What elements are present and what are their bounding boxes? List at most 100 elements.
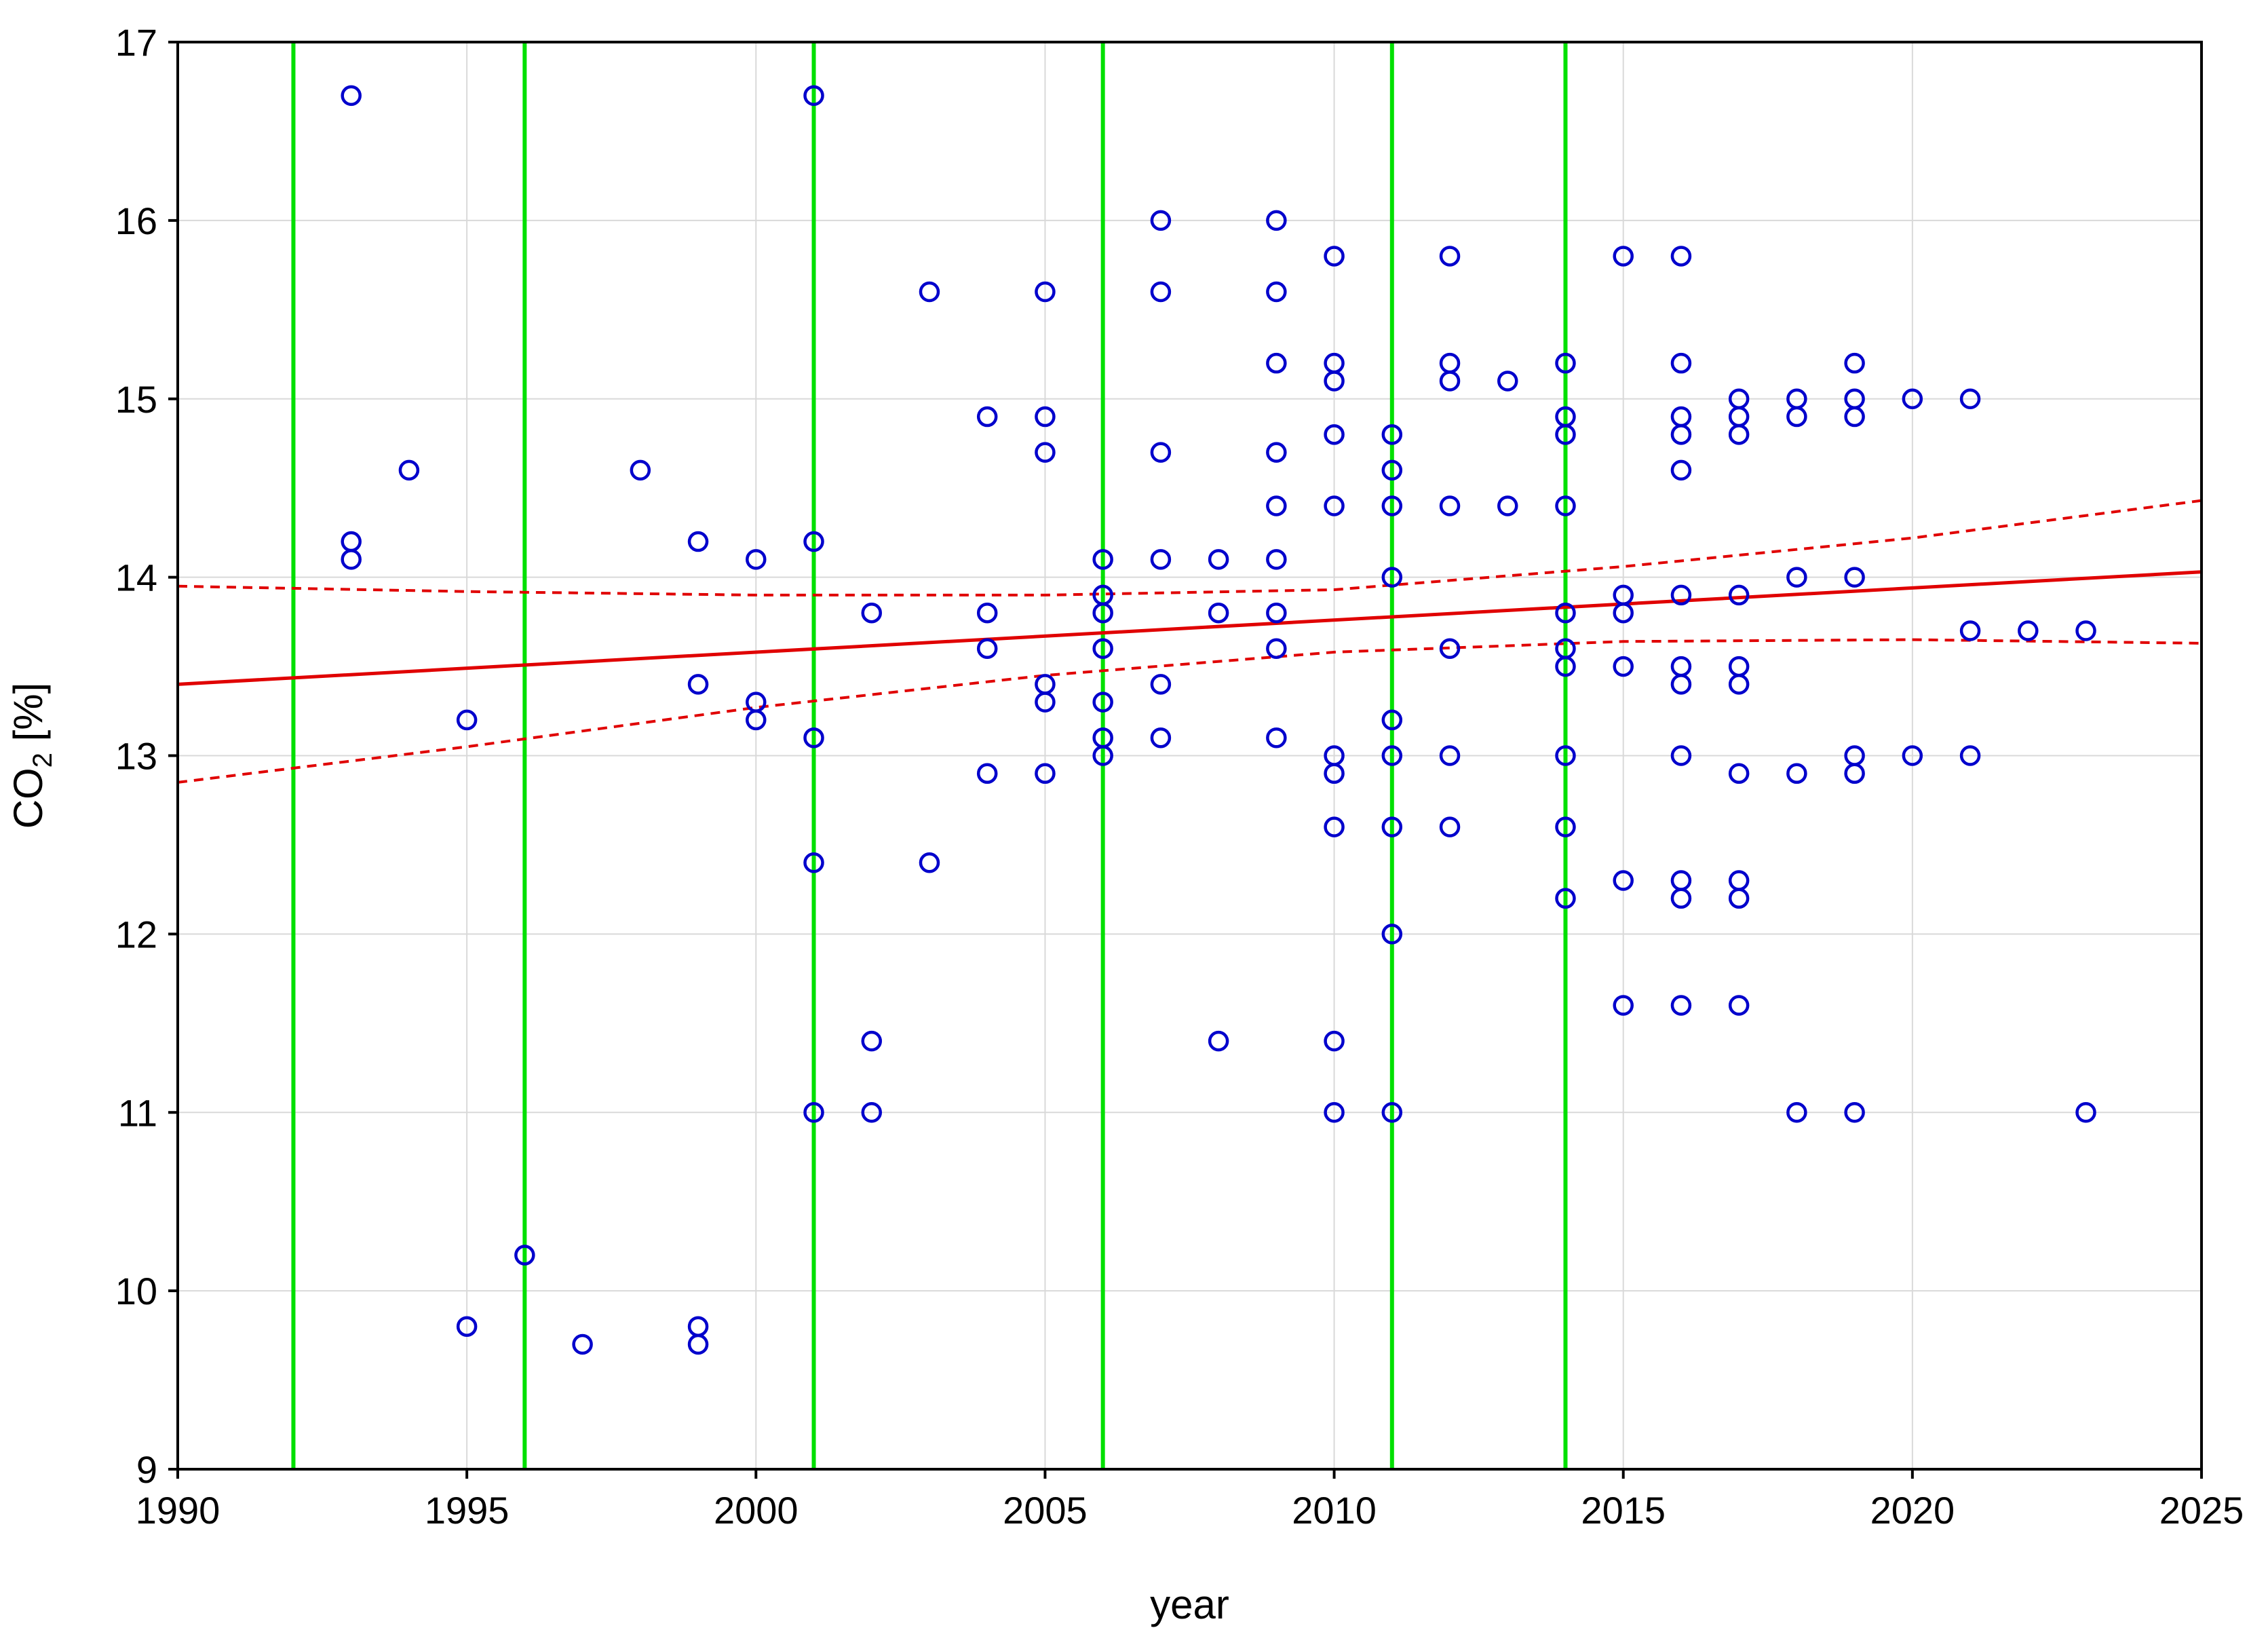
data-point	[976, 602, 998, 624]
data-point	[1555, 745, 1576, 766]
data-point	[1670, 995, 1692, 1016]
data-point	[687, 1333, 709, 1355]
data-point	[1381, 495, 1403, 516]
data-point	[1324, 816, 1345, 837]
y-tick-label: 14	[115, 556, 157, 599]
data-point	[687, 531, 709, 552]
data-point	[1266, 442, 1287, 463]
data-point	[1613, 656, 1634, 677]
data-point	[919, 281, 940, 303]
data-point	[1902, 745, 1923, 766]
data-point	[1035, 442, 1056, 463]
data-point	[746, 709, 767, 731]
data-point	[1381, 924, 1403, 945]
data-point	[1266, 727, 1287, 749]
data-point	[861, 602, 882, 624]
y-axis-ticks: 9 10 11 12 13 14 15 16 17	[115, 21, 178, 1491]
data-point	[1786, 406, 1807, 428]
x-tick-label: 2010	[1292, 1489, 1377, 1532]
x-tick-label: 2000	[714, 1489, 799, 1532]
data-point	[861, 1102, 882, 1123]
data-point	[1324, 1102, 1345, 1123]
data-point	[1381, 1102, 1403, 1123]
data-point	[976, 763, 998, 784]
data-point	[1844, 1102, 1865, 1123]
data-point	[1150, 210, 1172, 231]
data-point	[919, 852, 940, 873]
data-point	[1902, 388, 1923, 409]
data-point	[1092, 692, 1113, 713]
data-point	[1324, 371, 1345, 392]
y-tick-label: 12	[115, 913, 157, 955]
data-point	[1555, 816, 1576, 837]
data-point	[1381, 816, 1403, 837]
data-point	[1150, 674, 1172, 695]
y-tick-label: 9	[136, 1448, 157, 1491]
data-point	[1728, 888, 1750, 909]
data-point	[1555, 888, 1576, 909]
data-point	[1959, 745, 1981, 766]
data-point	[1670, 584, 1692, 606]
y-tick-label: 15	[115, 378, 157, 421]
data-point	[1844, 352, 1865, 374]
data-point	[1670, 246, 1692, 267]
data-point	[1035, 692, 1056, 713]
data-point	[1266, 495, 1287, 516]
data-point	[1670, 674, 1692, 695]
data-point	[1670, 888, 1692, 909]
data-point	[1324, 246, 1345, 267]
data-point	[1092, 549, 1113, 570]
y-axis-title: CO2 [%]	[5, 683, 58, 829]
data-point	[1150, 442, 1172, 463]
x-axis-ticks: 1990 1995 2000 2005 2010 2015 2020 2025	[136, 1469, 2244, 1532]
data-point	[1439, 371, 1461, 392]
data-point	[1208, 1030, 1229, 1052]
data-point	[1092, 602, 1113, 624]
fit-line	[177, 570, 2202, 686]
y-axis-title-subscript: 2	[28, 753, 58, 768]
data-point	[1092, 638, 1113, 660]
data-point	[1266, 602, 1287, 624]
data-point	[1844, 406, 1865, 428]
data-point	[341, 549, 362, 570]
data-point	[1150, 281, 1172, 303]
data-point	[1670, 459, 1692, 481]
data-point	[1381, 709, 1403, 731]
confidence-upper-line	[177, 499, 2202, 597]
data-point	[2018, 620, 2039, 641]
y-axis-title-unit: [%]	[5, 683, 51, 753]
data-point	[1035, 281, 1056, 303]
data-point	[1670, 745, 1692, 766]
data-point	[1439, 816, 1461, 837]
data-point	[1555, 424, 1576, 445]
data-point	[630, 459, 651, 481]
data-point	[1381, 567, 1403, 588]
data-point	[1439, 246, 1461, 267]
data-point	[1613, 995, 1634, 1016]
y-tick-label: 10	[115, 1270, 157, 1312]
data-point	[1208, 602, 1229, 624]
confidence-band	[177, 499, 2202, 784]
data-point	[976, 638, 998, 660]
data-point	[514, 1245, 535, 1266]
data-point	[1266, 638, 1287, 660]
x-tick-label: 2020	[1870, 1489, 1955, 1532]
data-point	[1208, 549, 1229, 570]
data-point	[1266, 210, 1287, 231]
data-point	[1786, 1102, 1807, 1123]
data-point	[1324, 1030, 1345, 1052]
data-point	[1959, 620, 1981, 641]
x-tick-label: 2015	[1581, 1489, 1666, 1532]
data-point	[1266, 352, 1287, 374]
data-point	[1555, 602, 1576, 624]
data-point	[1728, 763, 1750, 784]
vertical-marker-lines	[291, 42, 1568, 1469]
y-axis-title-base: CO	[5, 768, 51, 829]
data-point	[746, 549, 767, 570]
data-point	[803, 852, 824, 873]
data-point	[1555, 656, 1576, 677]
data-point	[1324, 495, 1345, 516]
data-point	[861, 1030, 882, 1052]
